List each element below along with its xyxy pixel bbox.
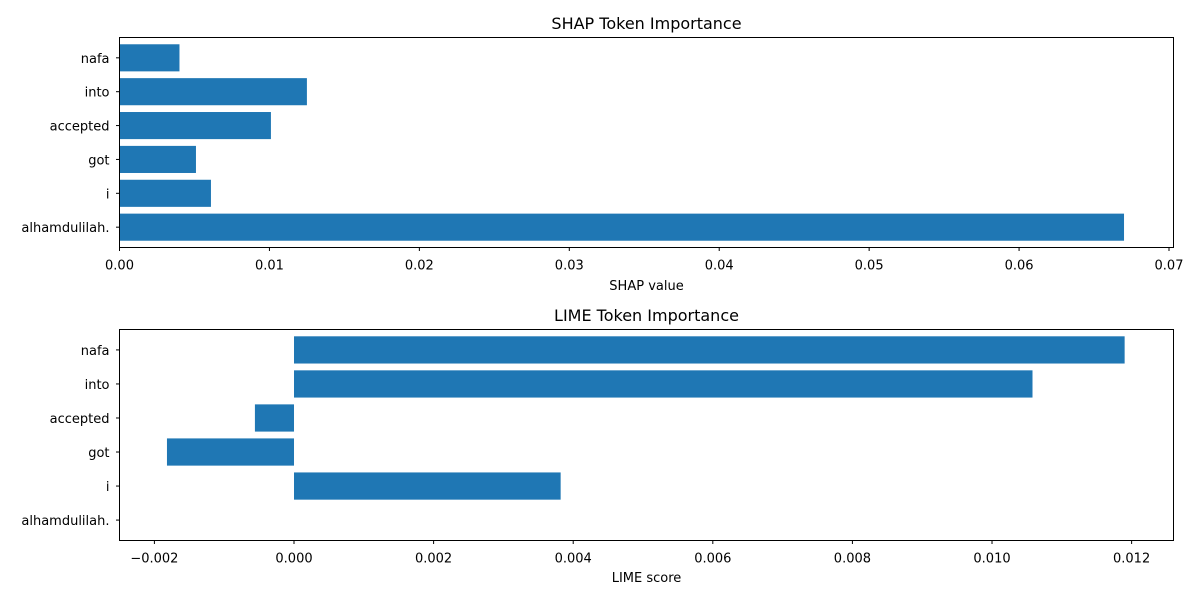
lime-y-tick-label-1: into bbox=[85, 378, 110, 393]
shap-x-tick-label-1: 0.01 bbox=[255, 259, 284, 274]
lime-x-tick-label-3: 0.004 bbox=[555, 552, 592, 567]
shap-x-tick-label-5: 0.05 bbox=[855, 259, 884, 274]
lime-bar-3 bbox=[166, 438, 295, 466]
shap-x-tick-label-2: 0.02 bbox=[405, 259, 434, 274]
lime-plot-frame bbox=[119, 329, 1174, 541]
shap-bar-0 bbox=[119, 44, 180, 72]
lime-y-tick-label-5: alhamdulilah. bbox=[21, 514, 109, 529]
shap-y-tick-label-4: i bbox=[106, 187, 110, 202]
shap-y-tick-label-1: into bbox=[85, 86, 110, 101]
shap-bar-4 bbox=[119, 179, 211, 207]
shap-x-tick-label-4: 0.04 bbox=[705, 259, 734, 274]
lime-chart-title: LIME Token Importance bbox=[554, 306, 739, 325]
lime-x-tick-label-1: 0.000 bbox=[275, 552, 312, 567]
lime-y-tick-label-0: nafa bbox=[81, 344, 110, 359]
shap-bar-2 bbox=[119, 112, 271, 140]
shap-y-tick-label-5: alhamdulilah. bbox=[21, 221, 109, 236]
lime-y-tick-label-4: i bbox=[106, 480, 110, 495]
shap-chart: SHAP Token Importance nafa into accepted go… bbox=[21, 14, 1183, 294]
shap-x-tick-label-3: 0.03 bbox=[555, 259, 584, 274]
lime-chart: LIME Token Importance nafa into accepted go… bbox=[21, 306, 1174, 586]
shap-y-tick-label-2: accepted bbox=[50, 120, 110, 135]
lime-x-tick-label-2: 0.002 bbox=[415, 552, 452, 567]
shap-bars bbox=[119, 44, 1125, 241]
shap-x-tick-label-6: 0.06 bbox=[1005, 259, 1034, 274]
lime-x-tick-label-5: 0.008 bbox=[834, 552, 871, 567]
shap-plot-frame bbox=[119, 37, 1174, 248]
shap-x-ticks: 0.00 0.01 0.02 0.03 0.04 0.05 0.06 0.07 bbox=[105, 247, 1184, 274]
shap-bar-3 bbox=[119, 145, 196, 173]
shap-x-tick-label-7: 0.07 bbox=[1155, 259, 1184, 274]
shap-chart-title: SHAP Token Importance bbox=[551, 14, 741, 33]
lime-x-tick-label-0: −0.002 bbox=[130, 552, 178, 567]
lime-bars bbox=[166, 336, 1125, 500]
shap-y-tick-label-0: nafa bbox=[81, 52, 110, 67]
lime-bar-2 bbox=[254, 404, 295, 432]
shap-y-ticks: nafa into accepted got i alhamdulilah. bbox=[21, 52, 120, 236]
shap-x-tick-label-0: 0.00 bbox=[105, 259, 134, 274]
lime-y-tick-label-2: accepted bbox=[50, 412, 110, 427]
lime-y-tick-label-3: got bbox=[88, 446, 109, 461]
lime-x-tick-label-6: 0.010 bbox=[973, 552, 1010, 567]
shap-x-axis-label: SHAP value bbox=[609, 279, 683, 294]
lime-x-tick-label-4: 0.006 bbox=[694, 552, 731, 567]
lime-x-axis-label: LIME score bbox=[612, 571, 682, 586]
shap-bar-1 bbox=[119, 78, 307, 106]
lime-bar-0 bbox=[294, 336, 1125, 364]
lime-y-ticks: nafa into accepted got i alhamdulilah. bbox=[21, 344, 120, 529]
lime-x-tick-label-7: 0.012 bbox=[1113, 552, 1150, 567]
shap-bar-5 bbox=[119, 213, 1125, 241]
lime-bar-1 bbox=[294, 370, 1033, 398]
shap-y-tick-label-3: got bbox=[88, 153, 109, 168]
lime-x-ticks: −0.002 0.000 0.002 0.004 0.006 0.008 0.010 0.01… bbox=[130, 540, 1150, 567]
lime-bar-4 bbox=[294, 472, 561, 500]
